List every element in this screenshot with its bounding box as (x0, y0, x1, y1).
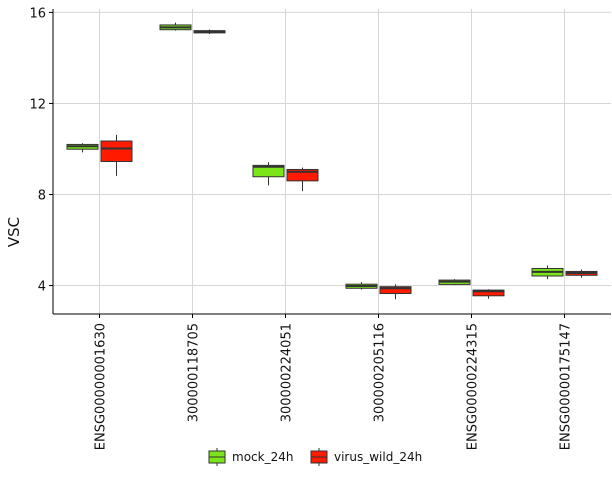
x-tick-label: ENSG00000224315 (466, 323, 481, 450)
box-virus_wild_24h-6 (565, 269, 598, 278)
x-tick-label: 300000205116 (373, 323, 388, 422)
axes (49, 9, 611, 318)
x-tick-label: ENSG00000001630 (94, 323, 109, 450)
box-virus_wild_24h-1 (100, 134, 133, 176)
legend-item-mock_24h: mock_24h (208, 448, 293, 466)
box-mock_24h-3 (252, 162, 285, 186)
box-series (66, 22, 598, 300)
y-tick-labels: 4 8 12 16 (29, 6, 46, 294)
box-mock_24h-4 (345, 282, 378, 290)
y-tick-label: 8 (38, 189, 46, 204)
box-virus_wild_24h-4 (379, 284, 412, 300)
box-virus_wild_24h-2 (193, 29, 226, 35)
box-virus_wild_24h-3 (286, 167, 319, 192)
x-tick-label: 300000224051 (280, 323, 295, 422)
legend-label: virus_wild_24h (334, 450, 422, 464)
y-axis-title: VSC (5, 217, 23, 247)
x-tick-label: ENSG00000175147 (559, 323, 574, 450)
box-mock_24h-2 (159, 22, 192, 31)
y-tick-label: 4 (38, 280, 46, 295)
y-tick-label: 16 (29, 6, 46, 21)
x-tick-label: 300000118705 (187, 323, 202, 422)
legend: mock_24h virus_wild_24h (208, 448, 422, 466)
box-iqr (379, 286, 412, 295)
legend-item-virus_wild_24h: virus_wild_24h (310, 448, 422, 466)
grid-lines (53, 9, 611, 314)
box-iqr (286, 168, 319, 182)
box-iqr (252, 164, 285, 178)
box-iqr (472, 289, 505, 297)
box-virus_wild_24h-5 (472, 289, 505, 299)
box-iqr (100, 140, 133, 162)
legend-label: mock_24h (232, 450, 293, 464)
x-tick-labels: ENSG00000001630 300000118705 300000224051 3… (94, 323, 574, 450)
y-tick-label: 12 (29, 97, 46, 112)
box-mock_24h-6 (531, 265, 564, 280)
box-mock_24h-1 (66, 143, 99, 153)
box-mock_24h-5 (438, 279, 471, 286)
